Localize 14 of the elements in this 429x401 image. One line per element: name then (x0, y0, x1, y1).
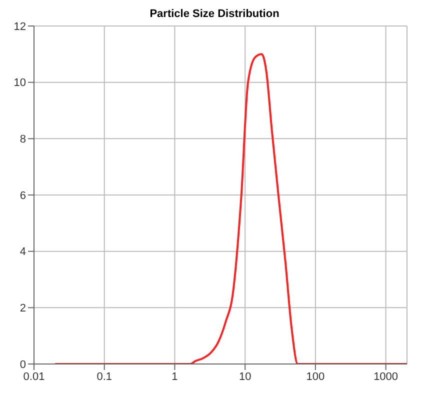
x-tick-label: 10 (238, 370, 252, 383)
y-tick-label: 8 (20, 134, 26, 146)
y-tick-label: 0 (20, 358, 26, 371)
y-tick-label: 6 (20, 190, 26, 202)
y-tick-label: 10 (14, 77, 26, 90)
x-tick-label: 0.01 (23, 370, 45, 383)
x-tick-label: 0.1 (96, 370, 112, 383)
x-tick-label: 1 (172, 370, 178, 383)
chart-title: Particle Size Distribution (148, 8, 280, 22)
y-tick-label: 2 (20, 302, 26, 315)
y-tick-label: 12 (14, 20, 26, 33)
y-tick-label: 4 (20, 246, 26, 258)
x-tick-label: 100 (306, 370, 325, 383)
x-tick-label: 1000 (374, 370, 398, 383)
